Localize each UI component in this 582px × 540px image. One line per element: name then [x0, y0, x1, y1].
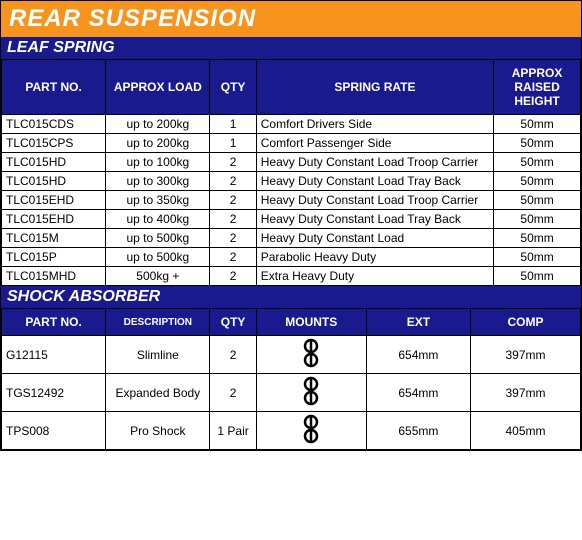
cell-load: up to 100kg [106, 153, 210, 172]
cell-load: 500kg + [106, 267, 210, 286]
cell-load: up to 400kg [106, 210, 210, 229]
cell-rate: Extra Heavy Duty [256, 267, 493, 286]
cell-mounts [256, 412, 366, 450]
table-row: TGS12492Expanded Body2 654mm397mm [2, 374, 581, 412]
cell-rate: Heavy Duty Constant Load Tray Back [256, 210, 493, 229]
cell-part-no: TLC015M [2, 229, 106, 248]
cell-qty: 2 [210, 172, 256, 191]
cell-qty: 2 [210, 153, 256, 172]
col-height: APPROX RAISED HEIGHT [494, 60, 581, 115]
cell-height: 50mm [494, 210, 581, 229]
cell-rate: Heavy Duty Constant Load Troop Carrier [256, 153, 493, 172]
table-row: TLC015Mup to 500kg2Heavy Duty Constant L… [2, 229, 581, 248]
mount-icon [301, 376, 321, 406]
cell-rate: Heavy Duty Constant Load [256, 229, 493, 248]
cell-load: up to 200kg [106, 115, 210, 134]
cell-height: 50mm [494, 172, 581, 191]
cell-rate: Heavy Duty Constant Load Tray Back [256, 172, 493, 191]
table-row: TLC015CPSup to 200kg1Comfort Passenger S… [2, 134, 581, 153]
section-leaf-spring-title: LEAF SPRING [1, 37, 581, 59]
cell-height: 50mm [494, 153, 581, 172]
page-title: REAR SUSPENSION [1, 1, 581, 37]
cell-qty: 1 [210, 134, 256, 153]
cell-part-no: TPS008 [2, 412, 106, 450]
cell-ext: 655mm [366, 412, 470, 450]
col-desc: DESCRIPTION [106, 309, 210, 336]
cell-rate: Heavy Duty Constant Load Troop Carrier [256, 191, 493, 210]
cell-qty: 2 [210, 210, 256, 229]
table-row: TLC015EHDup to 400kg2Heavy Duty Constant… [2, 210, 581, 229]
cell-qty: 2 [210, 267, 256, 286]
cell-desc: Expanded Body [106, 374, 210, 412]
cell-part-no: TLC015EHD [2, 191, 106, 210]
cell-height: 50mm [494, 115, 581, 134]
cell-rate: Comfort Drivers Side [256, 115, 493, 134]
col-part-no: PART NO. [2, 60, 106, 115]
cell-load: up to 500kg [106, 248, 210, 267]
cell-qty: 2 [210, 374, 256, 412]
table-row: TLC015MHD500kg +2Extra Heavy Duty50mm [2, 267, 581, 286]
leaf-spring-table: PART NO. APPROX LOAD QTY SPRING RATE APP… [1, 59, 581, 286]
cell-part-no: TLC015MHD [2, 267, 106, 286]
col-ext: EXT [366, 309, 470, 336]
col-mounts: MOUNTS [256, 309, 366, 336]
section-shock-title: SHOCK ABSORBER [1, 286, 581, 308]
cell-qty: 2 [210, 336, 256, 374]
shock-absorber-table: PART NO. DESCRIPTION QTY MOUNTS EXT COMP… [1, 308, 581, 450]
cell-comp: 405mm [470, 412, 580, 450]
cell-height: 50mm [494, 191, 581, 210]
cell-ext: 654mm [366, 374, 470, 412]
mount-icon [301, 414, 321, 444]
table-row: TLC015CDSup to 200kg1Comfort Drivers Sid… [2, 115, 581, 134]
table-row: TPS008Pro Shock1 Pair 655mm405mm [2, 412, 581, 450]
cell-qty: 1 Pair [210, 412, 256, 450]
cell-comp: 397mm [470, 374, 580, 412]
cell-part-no: TGS12492 [2, 374, 106, 412]
table-row: TLC015HDup to 300kg2Heavy Duty Constant … [2, 172, 581, 191]
cell-part-no: TLC015HD [2, 153, 106, 172]
cell-part-no: TLC015P [2, 248, 106, 267]
cell-rate: Comfort Passenger Side [256, 134, 493, 153]
cell-ext: 654mm [366, 336, 470, 374]
cell-qty: 1 [210, 115, 256, 134]
cell-load: up to 200kg [106, 134, 210, 153]
cell-rate: Parabolic Heavy Duty [256, 248, 493, 267]
col-load: APPROX LOAD [106, 60, 210, 115]
cell-load: up to 500kg [106, 229, 210, 248]
col-part-no: PART NO. [2, 309, 106, 336]
cell-height: 50mm [494, 267, 581, 286]
cell-height: 50mm [494, 229, 581, 248]
cell-load: up to 300kg [106, 172, 210, 191]
cell-mounts [256, 336, 366, 374]
cell-qty: 2 [210, 191, 256, 210]
col-qty: QTY [210, 60, 256, 115]
cell-mounts [256, 374, 366, 412]
cell-qty: 2 [210, 248, 256, 267]
cell-part-no: TLC015EHD [2, 210, 106, 229]
cell-part-no: G12115 [2, 336, 106, 374]
cell-height: 50mm [494, 134, 581, 153]
cell-comp: 397mm [470, 336, 580, 374]
cell-load: up to 350kg [106, 191, 210, 210]
cell-part-no: TLC015HD [2, 172, 106, 191]
cell-desc: Slimline [106, 336, 210, 374]
mount-icon [301, 338, 321, 368]
col-spring-rate: SPRING RATE [256, 60, 493, 115]
cell-desc: Pro Shock [106, 412, 210, 450]
table-row: G12115Slimline2 654mm397mm [2, 336, 581, 374]
table-row: TLC015HDup to 100kg2Heavy Duty Constant … [2, 153, 581, 172]
cell-qty: 2 [210, 229, 256, 248]
cell-height: 50mm [494, 248, 581, 267]
table-row: TLC015EHDup to 350kg2Heavy Duty Constant… [2, 191, 581, 210]
table-row: TLC015Pup to 500kg2Parabolic Heavy Duty5… [2, 248, 581, 267]
cell-part-no: TLC015CPS [2, 134, 106, 153]
cell-part-no: TLC015CDS [2, 115, 106, 134]
col-comp: COMP [470, 309, 580, 336]
col-qty: QTY [210, 309, 256, 336]
